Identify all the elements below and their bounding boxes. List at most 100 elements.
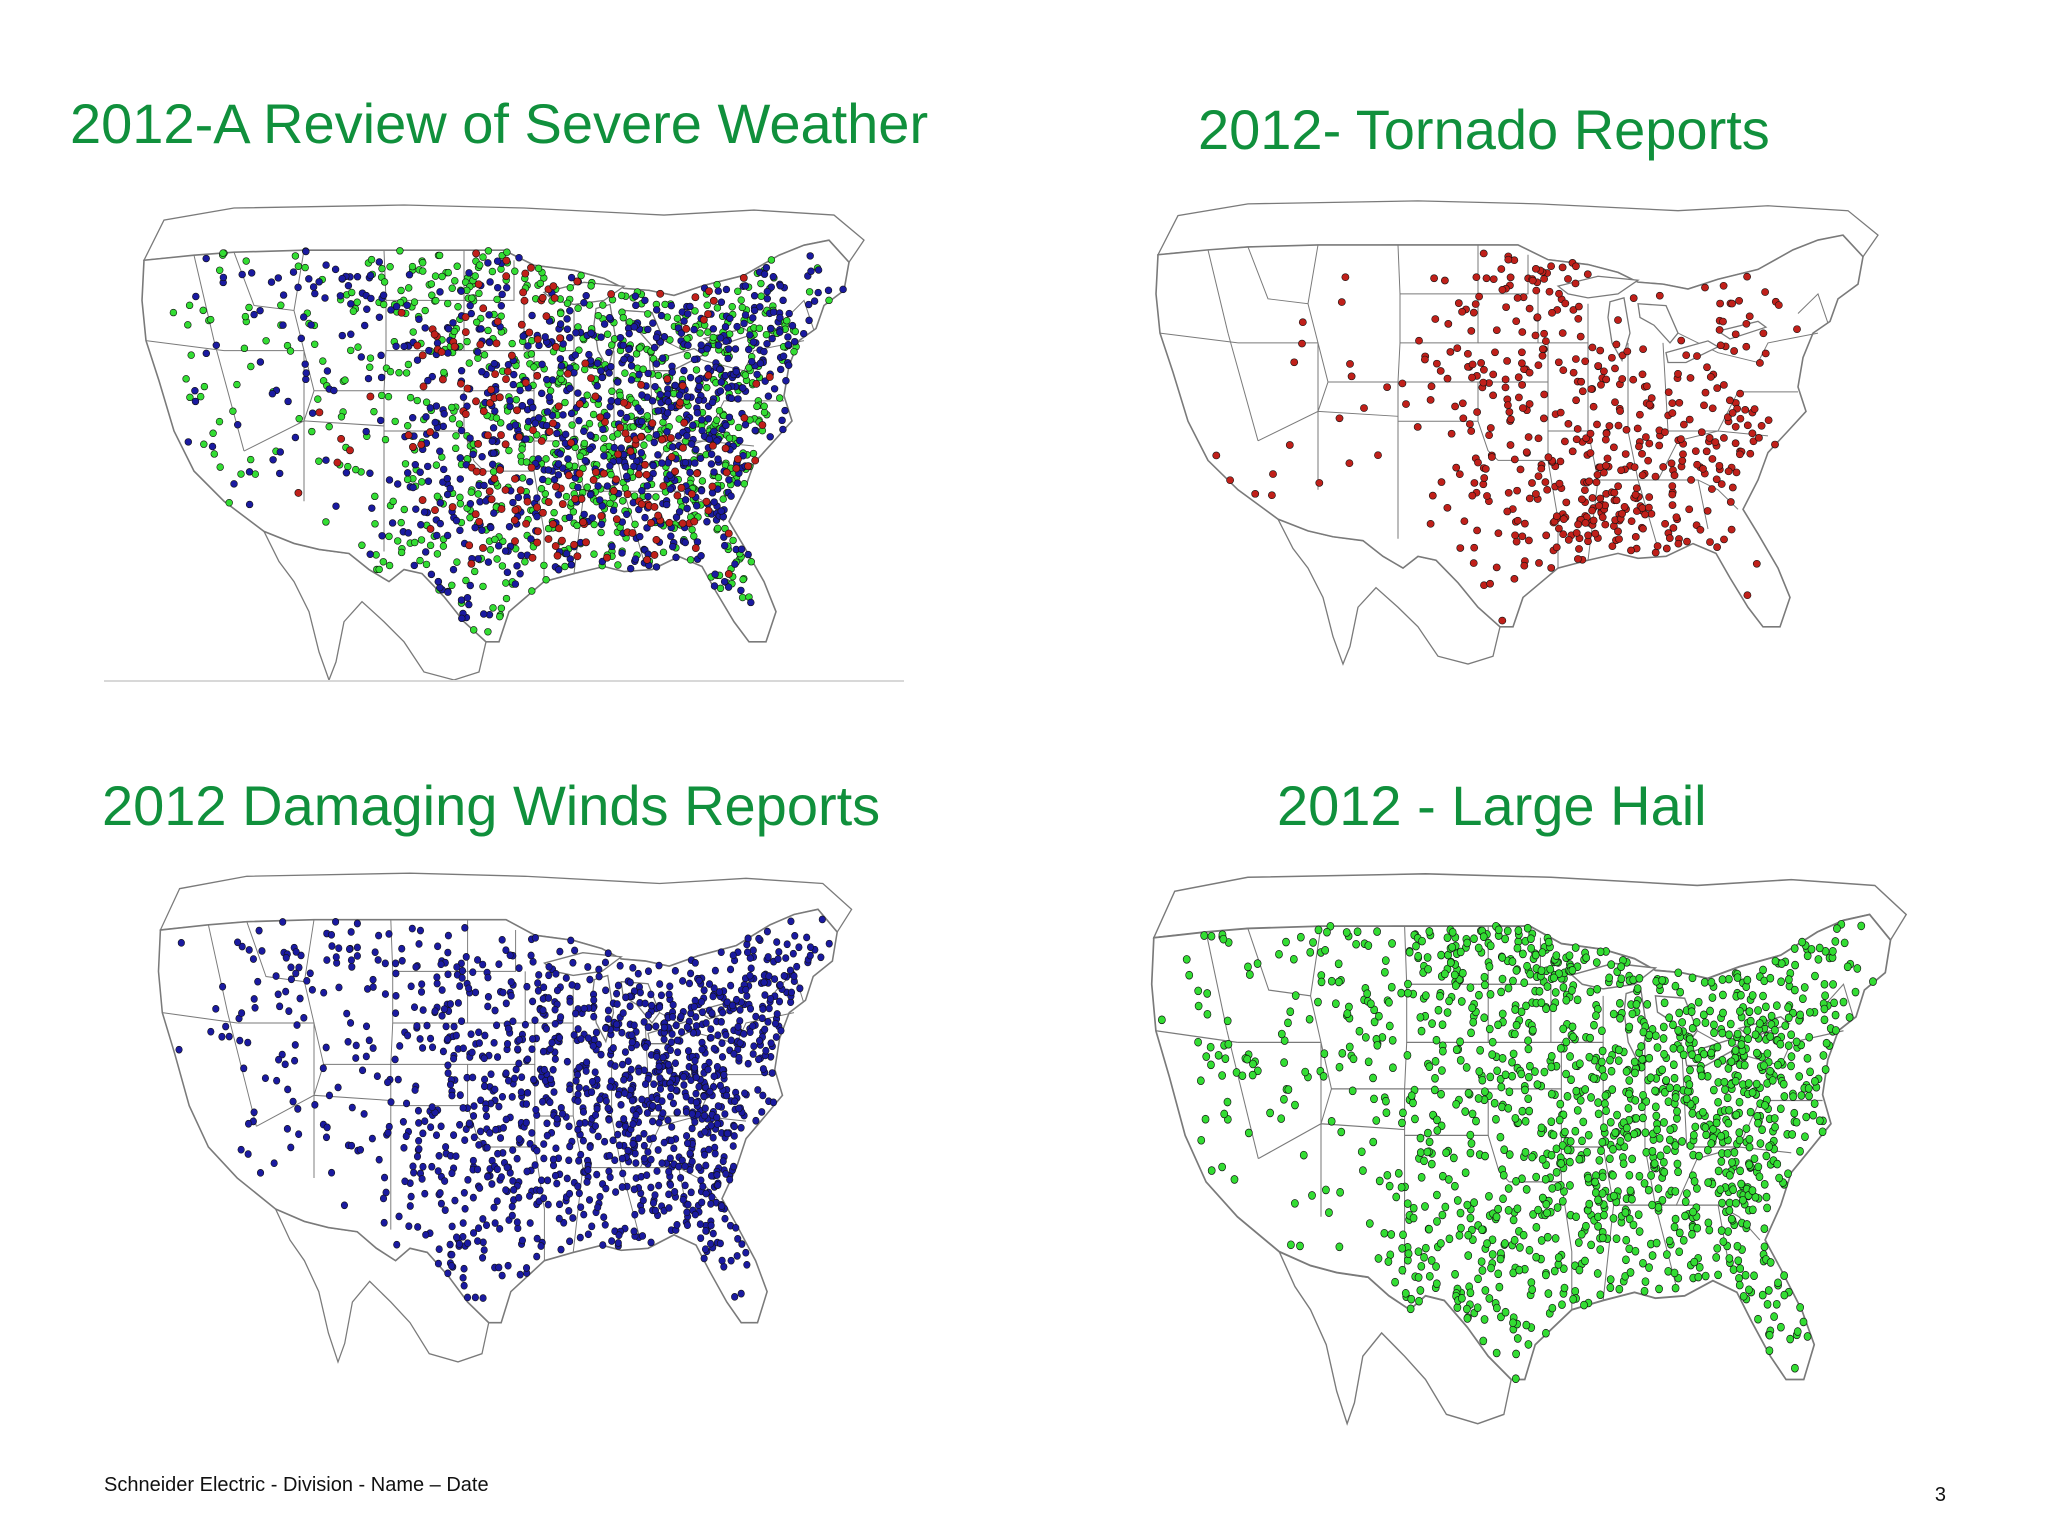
hail-report-dot bbox=[1751, 1030, 1760, 1040]
hail-report-dot bbox=[1244, 962, 1252, 972]
tornado-report-dot bbox=[1518, 532, 1527, 541]
wind-report-dot bbox=[521, 1020, 529, 1029]
tornado-report-dot bbox=[1468, 360, 1477, 369]
hail-report-dot bbox=[471, 567, 479, 576]
wind-report-dot bbox=[641, 999, 649, 1008]
wind-report-dot bbox=[664, 1116, 672, 1125]
wind-report-dot bbox=[605, 348, 613, 357]
wind-report-dot bbox=[637, 449, 645, 457]
hail-report-dot bbox=[1748, 1205, 1757, 1215]
wind-report-dot bbox=[654, 407, 662, 415]
wind-report-dot bbox=[597, 520, 606, 528]
wind-report-dot bbox=[634, 404, 642, 412]
wind-report-dot bbox=[574, 1025, 582, 1033]
tornado-report-dot bbox=[337, 434, 345, 443]
wind-report-dot bbox=[418, 1175, 426, 1183]
hail-report-dot bbox=[1763, 1203, 1771, 1213]
wind-report-dot bbox=[507, 991, 515, 1000]
hail-report-dot bbox=[1786, 1334, 1795, 1344]
wind-report-dot bbox=[680, 1073, 688, 1081]
hail-report-dot bbox=[463, 337, 471, 346]
wind-report-dot bbox=[398, 956, 406, 965]
tornado-report-dot bbox=[1559, 530, 1568, 539]
tornado-report-dot bbox=[1643, 382, 1651, 391]
hail-report-dot bbox=[1453, 1196, 1462, 1205]
wind-report-dot bbox=[737, 545, 746, 553]
wind-report-dot bbox=[652, 1022, 660, 1031]
wind-report-dot bbox=[294, 283, 302, 292]
wind-report-dot bbox=[515, 1036, 523, 1044]
wind-report-dot bbox=[772, 1033, 780, 1041]
hail-report-dot bbox=[1498, 953, 1507, 962]
wind-report-dot bbox=[711, 1149, 719, 1158]
hail-report-dot bbox=[1737, 990, 1745, 1000]
tornado-report-dot bbox=[1535, 559, 1543, 567]
wind-report-dot bbox=[638, 391, 646, 399]
wind-report-dot bbox=[377, 373, 386, 382]
wind-report-dot bbox=[741, 421, 750, 429]
hail-report-dot bbox=[552, 439, 560, 448]
wind-report-dot bbox=[417, 988, 426, 996]
wind-report-dot bbox=[722, 1031, 730, 1039]
wind-report-dot bbox=[630, 1185, 638, 1194]
wind-report-dot bbox=[583, 1178, 591, 1186]
hail-report-dot bbox=[400, 505, 408, 514]
wind-report-dot bbox=[503, 568, 512, 577]
hail-report-dot bbox=[608, 341, 616, 349]
tornado-report-dot bbox=[1693, 460, 1701, 469]
hail-report-dot bbox=[411, 538, 419, 547]
hail-report-dot bbox=[1472, 1116, 1480, 1126]
hail-report-dot bbox=[1425, 1271, 1434, 1281]
hail-report-dot bbox=[654, 371, 663, 380]
tornado-report-dot bbox=[621, 429, 630, 438]
hail-report-dot bbox=[712, 416, 721, 424]
wind-report-dot bbox=[727, 981, 735, 990]
wind-report-dot bbox=[783, 940, 791, 949]
hail-report-dot bbox=[247, 455, 255, 464]
hail-report-dot bbox=[1704, 1178, 1713, 1187]
hail-report-dot bbox=[1478, 1266, 1487, 1275]
wind-report-dot bbox=[506, 951, 514, 960]
wind-report-dot bbox=[658, 354, 667, 362]
hail-report-dot bbox=[1524, 1340, 1533, 1349]
wind-report-dot bbox=[436, 499, 444, 507]
wind-report-dot bbox=[701, 1127, 709, 1136]
hail-report-dot bbox=[1563, 1145, 1572, 1155]
tornado-report-dot bbox=[1581, 357, 1590, 366]
hail-report-dot bbox=[1736, 1264, 1745, 1273]
tornado-report-dot bbox=[1601, 520, 1610, 529]
wind-report-dot bbox=[784, 361, 793, 370]
tornado-report-dot bbox=[1731, 422, 1740, 431]
tornado-report-dot bbox=[1577, 377, 1586, 386]
wind-report-dot bbox=[540, 1154, 548, 1163]
hail-report-dot bbox=[1480, 972, 1489, 982]
wind-report-dot bbox=[405, 1222, 413, 1230]
hail-report-dot bbox=[738, 593, 747, 602]
wind-report-dot bbox=[641, 1080, 650, 1088]
hail-report-dot bbox=[1486, 1072, 1495, 1082]
tornado-report-dot bbox=[1541, 478, 1550, 486]
tornado-report-dot bbox=[721, 444, 730, 453]
tornado-report-dot bbox=[1473, 408, 1481, 416]
tornado-report-dot bbox=[1420, 355, 1429, 364]
wind-report-dot bbox=[737, 1123, 745, 1132]
hail-report-dot bbox=[1428, 1019, 1436, 1028]
tornado-report-dot bbox=[1467, 427, 1476, 435]
tornado-report-dot bbox=[1489, 370, 1498, 379]
hail-report-dot bbox=[419, 259, 427, 267]
hail-report-dot bbox=[1424, 1128, 1432, 1138]
wind-report-dot bbox=[459, 1219, 467, 1227]
hail-report-dot bbox=[396, 247, 404, 255]
wind-report-dot bbox=[674, 1048, 682, 1057]
wind-report-dot bbox=[303, 977, 311, 985]
wind-report-dot bbox=[651, 1191, 659, 1199]
tornado-report-dot bbox=[1736, 414, 1745, 423]
tornado-report-dot bbox=[426, 428, 435, 436]
wind-report-dot bbox=[491, 1085, 499, 1094]
hail-report-dot bbox=[1609, 1145, 1617, 1154]
wind-report-dot bbox=[689, 421, 697, 429]
tornado-report-dot bbox=[1748, 429, 1757, 438]
wind-report-dot bbox=[640, 1018, 648, 1026]
wind-report-dot bbox=[323, 367, 332, 375]
tornado-report-dot bbox=[1533, 313, 1542, 322]
